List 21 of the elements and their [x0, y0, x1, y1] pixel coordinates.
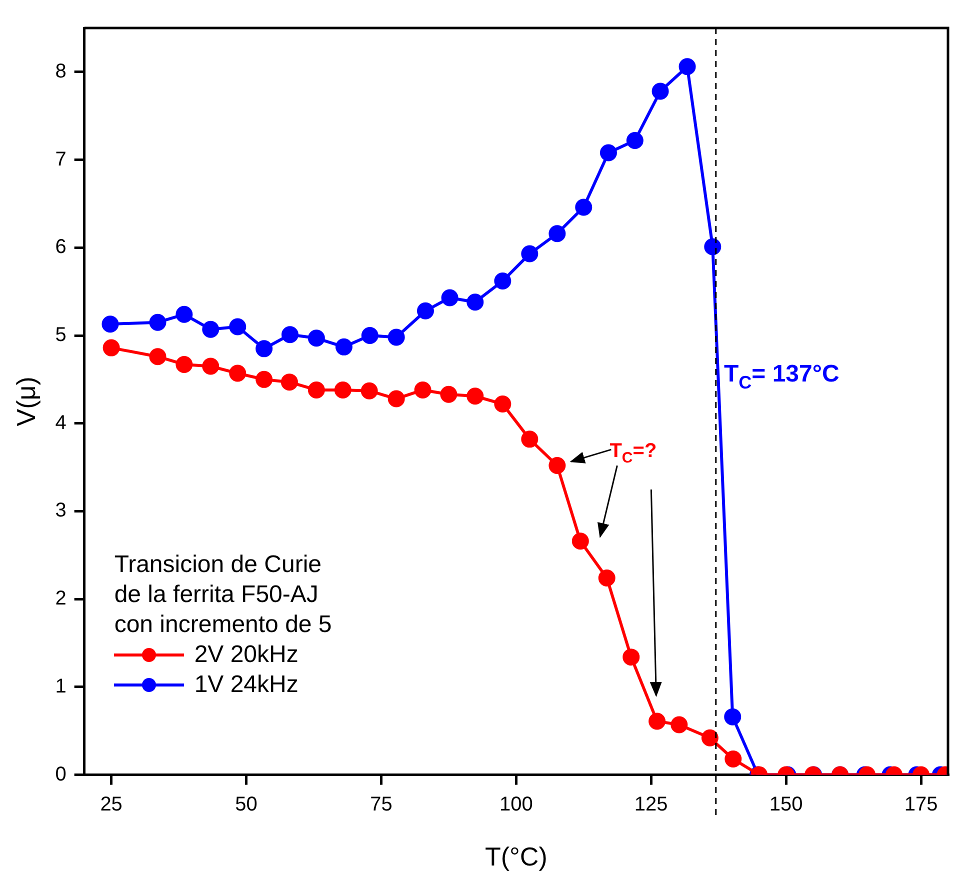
x-tick-label: 75	[370, 793, 392, 816]
y-tick-label: 0	[55, 763, 66, 786]
legend-label: 2V 20kHz	[194, 640, 298, 670]
y-tick-label: 5	[55, 324, 66, 346]
y-tick-label: 7	[55, 148, 66, 170]
x-axis-title: T(°C)	[484, 842, 548, 872]
y-tick-label: 2	[55, 588, 66, 610]
x-tick-label: 125	[634, 793, 668, 816]
legend-title: Transicion de Curie de la ferrita F50-AJ con incremento de 5	[114, 550, 332, 640]
y-tick-label: 1	[55, 675, 66, 698]
x-tick-label: 175	[904, 793, 938, 816]
x-tick-label: 50	[235, 793, 258, 816]
legend-label: 1V 24kHz	[194, 670, 298, 700]
y-tick-label: 4	[55, 412, 66, 434]
y-tick-label: 6	[55, 236, 66, 258]
y-tick-label: 3	[55, 500, 66, 522]
x-tick-label: 100	[499, 793, 533, 816]
x-tick-label: 150	[769, 793, 803, 816]
x-tick-label: 25	[100, 793, 122, 816]
y-tick-label: 8	[55, 60, 66, 82]
y-axis-title: V(μ)	[10, 376, 41, 426]
